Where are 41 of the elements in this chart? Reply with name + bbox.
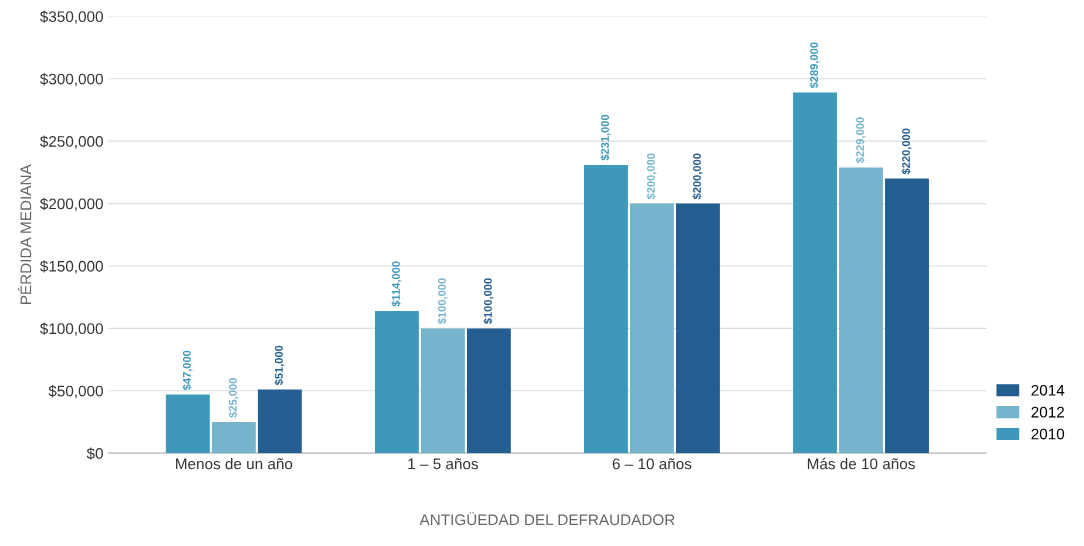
data-label: $289,000 — [809, 42, 820, 89]
y-tick-label: $300,000 — [39, 73, 103, 87]
data-label: $25,000 — [228, 378, 239, 418]
bar — [793, 92, 837, 454]
bar — [374, 310, 419, 454]
data-label: $200,000 — [646, 153, 657, 200]
data-label: $51,000 — [274, 345, 285, 386]
x-tick-label: 1 – 5 años — [408, 458, 479, 470]
data-label: $47,000 — [182, 350, 193, 391]
data-label: $200,000 — [692, 153, 703, 200]
legend-label: 2014 — [1031, 384, 1065, 396]
y-tick-label: $0 — [86, 447, 103, 460]
legend-label: 2012 — [1031, 406, 1064, 418]
data-label: $220,000 — [901, 128, 912, 175]
y-tick-label: $350,000 — [39, 10, 103, 24]
y-axis-title: PÉRDIDA MEDIANA — [17, 164, 32, 304]
x-axis-title: ANTIGÜEDAD DEL DEFRAUDADOR — [419, 512, 675, 526]
data-label: $100,000 — [483, 278, 494, 325]
x-tick-label: 6 – 10 años — [612, 458, 692, 470]
bar — [630, 203, 674, 454]
y-tick-label: $200,000 — [39, 197, 103, 212]
x-tick-label: Más de 10 años — [807, 457, 915, 470]
y-tick-label: $150,000 — [39, 260, 103, 274]
bar — [211, 421, 256, 454]
data-label: $100,000 — [437, 278, 448, 325]
bar — [257, 389, 302, 454]
bar — [885, 178, 929, 454]
bar — [165, 394, 210, 454]
legend-label: 2010 — [1031, 428, 1065, 440]
data-label: $114,000 — [391, 261, 402, 307]
bar — [420, 328, 465, 454]
bar — [466, 328, 511, 454]
bar — [584, 164, 628, 454]
x-tick-label: Menos de un año — [176, 458, 293, 470]
bar — [675, 203, 720, 454]
y-tick-label: $50,000 — [48, 385, 103, 399]
y-tick-label: $100,000 — [39, 322, 103, 336]
data-label: $229,000 — [855, 117, 866, 164]
data-label: $231,000 — [600, 114, 611, 161]
bar — [839, 167, 883, 454]
y-tick-label: $250,000 — [39, 135, 103, 149]
